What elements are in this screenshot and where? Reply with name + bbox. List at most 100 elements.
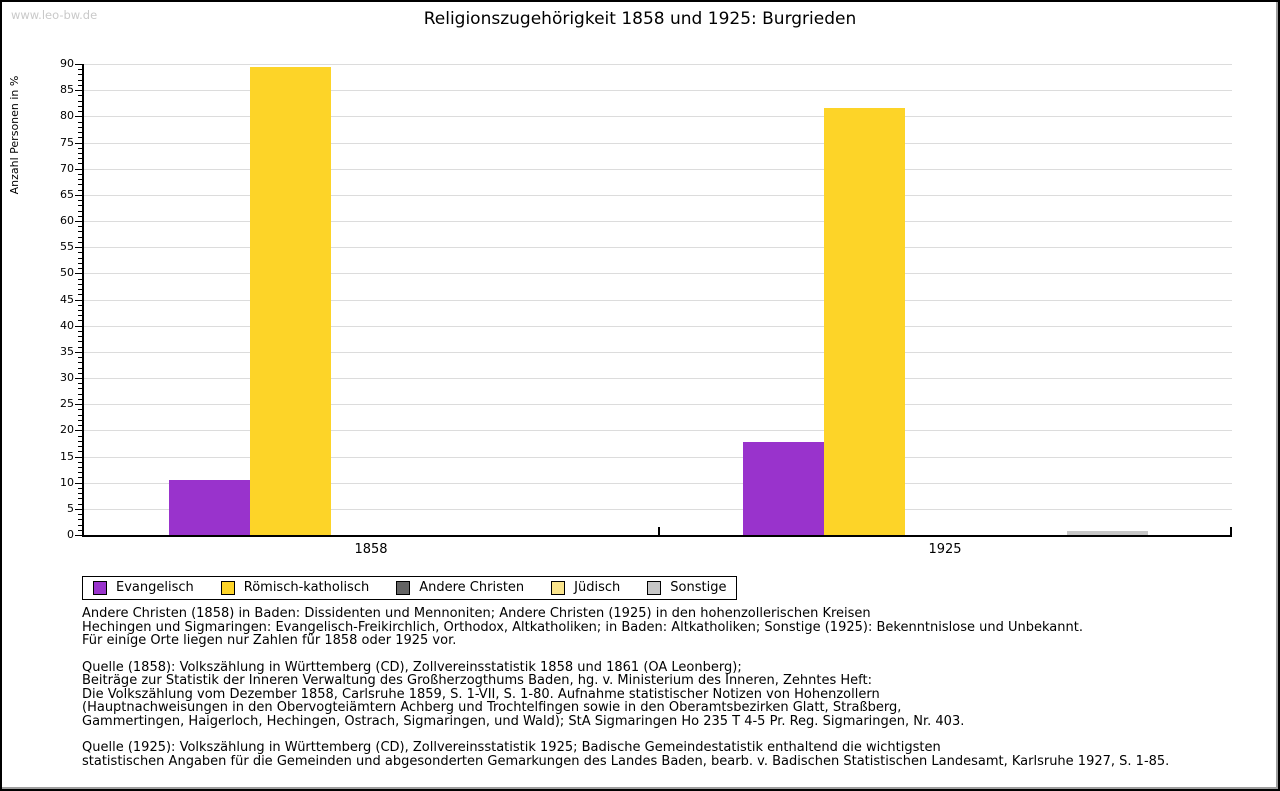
y-minor-tick — [78, 121, 82, 123]
gridline — [84, 221, 1232, 222]
y-minor-tick — [78, 74, 82, 76]
y-minor-tick — [78, 84, 82, 86]
y-major-tick — [75, 351, 82, 353]
y-major-tick — [75, 194, 82, 196]
y-minor-tick — [78, 372, 82, 374]
x-axis-tick — [1230, 527, 1232, 535]
y-tick-label: 75 — [60, 135, 74, 149]
footnote-source-1925: Quelle (1925): Volkszählung in Württembe… — [82, 740, 1170, 769]
y-minor-tick — [78, 446, 82, 448]
y-minor-tick — [78, 236, 82, 238]
y-major-tick — [75, 508, 82, 510]
y-minor-tick — [78, 210, 82, 212]
x-category-label: 1925 — [928, 542, 962, 557]
y-minor-tick — [78, 498, 82, 500]
y-tick-label: 90 — [60, 57, 74, 70]
y-minor-tick — [78, 152, 82, 154]
legend-item-evangelisch: Evangelisch — [93, 580, 194, 595]
y-minor-tick — [78, 477, 82, 479]
y-minor-tick — [78, 341, 82, 343]
bar-1925-sonstige — [1066, 531, 1148, 535]
y-tick-label: 30 — [60, 371, 74, 384]
y-minor-tick — [78, 409, 82, 411]
y-major-tick — [75, 430, 82, 432]
chart-title: Religionszugehörigkeit 1858 und 1925: Bu… — [423, 9, 857, 29]
y-major-tick — [75, 64, 82, 65]
y-minor-tick — [78, 524, 82, 526]
gridline — [84, 456, 1232, 458]
y-minor-tick — [78, 309, 82, 311]
y-minor-tick — [78, 466, 82, 468]
y-major-tick — [75, 325, 82, 327]
gridline — [84, 325, 1232, 327]
y-major-tick — [75, 247, 82, 249]
gridline — [84, 64, 1232, 65]
y-minor-tick — [78, 461, 82, 463]
y-minor-tick — [78, 158, 82, 160]
y-minor-tick — [78, 414, 82, 416]
y-minor-tick — [78, 257, 82, 259]
y-minor-tick — [78, 519, 82, 521]
legend-label: Sonstige — [670, 580, 727, 595]
y-minor-tick — [78, 111, 82, 113]
y-major-tick — [75, 90, 82, 92]
legend-item-romisch-katholisch: Römisch-katholisch — [220, 580, 369, 595]
legend-item-andere-christen: Andere Christen — [396, 580, 524, 595]
y-tick-label: 80 — [60, 109, 74, 123]
y-minor-tick — [78, 200, 82, 202]
y-minor-tick — [78, 388, 82, 390]
bar-1858-romisch-katholisch — [249, 67, 331, 535]
y-minor-tick — [78, 283, 82, 285]
footnote-source-1858: Quelle (1858): Volkszählung in Württembe… — [82, 659, 965, 729]
gridline — [84, 116, 1232, 118]
y-major-tick — [75, 456, 82, 458]
gridline — [84, 378, 1232, 379]
y-tick-label: 45 — [60, 292, 74, 306]
watermark: www.leo-bw.de — [11, 8, 98, 22]
legend-label: Andere Christen — [419, 580, 525, 595]
y-minor-tick — [78, 179, 82, 181]
gridline — [84, 168, 1232, 170]
gridline — [84, 430, 1232, 432]
y-minor-tick — [78, 383, 82, 385]
y-minor-tick — [78, 440, 82, 442]
legend-swatch-sonstige — [647, 580, 662, 595]
y-minor-tick — [78, 226, 82, 228]
y-minor-tick — [78, 330, 82, 332]
y-minor-tick — [78, 100, 82, 102]
y-minor-tick — [78, 215, 82, 217]
y-major-tick — [75, 378, 82, 379]
y-major-tick — [75, 482, 82, 484]
y-minor-tick — [78, 357, 82, 359]
y-major-tick — [75, 404, 82, 406]
y-minor-tick — [78, 289, 82, 291]
legend-swatch-romisch-katholisch — [220, 580, 235, 595]
y-minor-tick — [78, 205, 82, 207]
y-minor-tick — [78, 137, 82, 139]
legend-item-sonstige: Sonstige — [647, 580, 726, 595]
y-tick-label: 0 — [67, 528, 74, 541]
x-axis-tick — [658, 527, 660, 535]
y-minor-tick — [78, 132, 82, 134]
legend-label: Evangelisch — [116, 580, 194, 595]
y-minor-tick — [78, 419, 82, 421]
y-minor-tick — [78, 315, 82, 317]
y-tick-label: 85 — [60, 83, 74, 97]
y-minor-tick — [78, 69, 82, 71]
gridline — [84, 482, 1232, 484]
bar-1858-evangelisch — [168, 480, 250, 535]
gridline — [84, 90, 1232, 92]
x-axis-labels: 1858 1925 — [82, 542, 1232, 558]
y-minor-tick — [78, 304, 82, 306]
y-axis-title: Anzahl Personen in % — [8, 75, 21, 195]
y-tick-label: 5 — [67, 501, 74, 515]
y-minor-tick — [78, 163, 82, 165]
y-minor-tick — [78, 189, 82, 191]
y-tick-label: 40 — [60, 318, 74, 332]
y-minor-tick — [78, 362, 82, 364]
plot-area — [82, 64, 1232, 537]
y-tick-label: 15 — [60, 449, 74, 463]
y-minor-tick — [78, 105, 82, 107]
y-minor-tick — [78, 472, 82, 474]
